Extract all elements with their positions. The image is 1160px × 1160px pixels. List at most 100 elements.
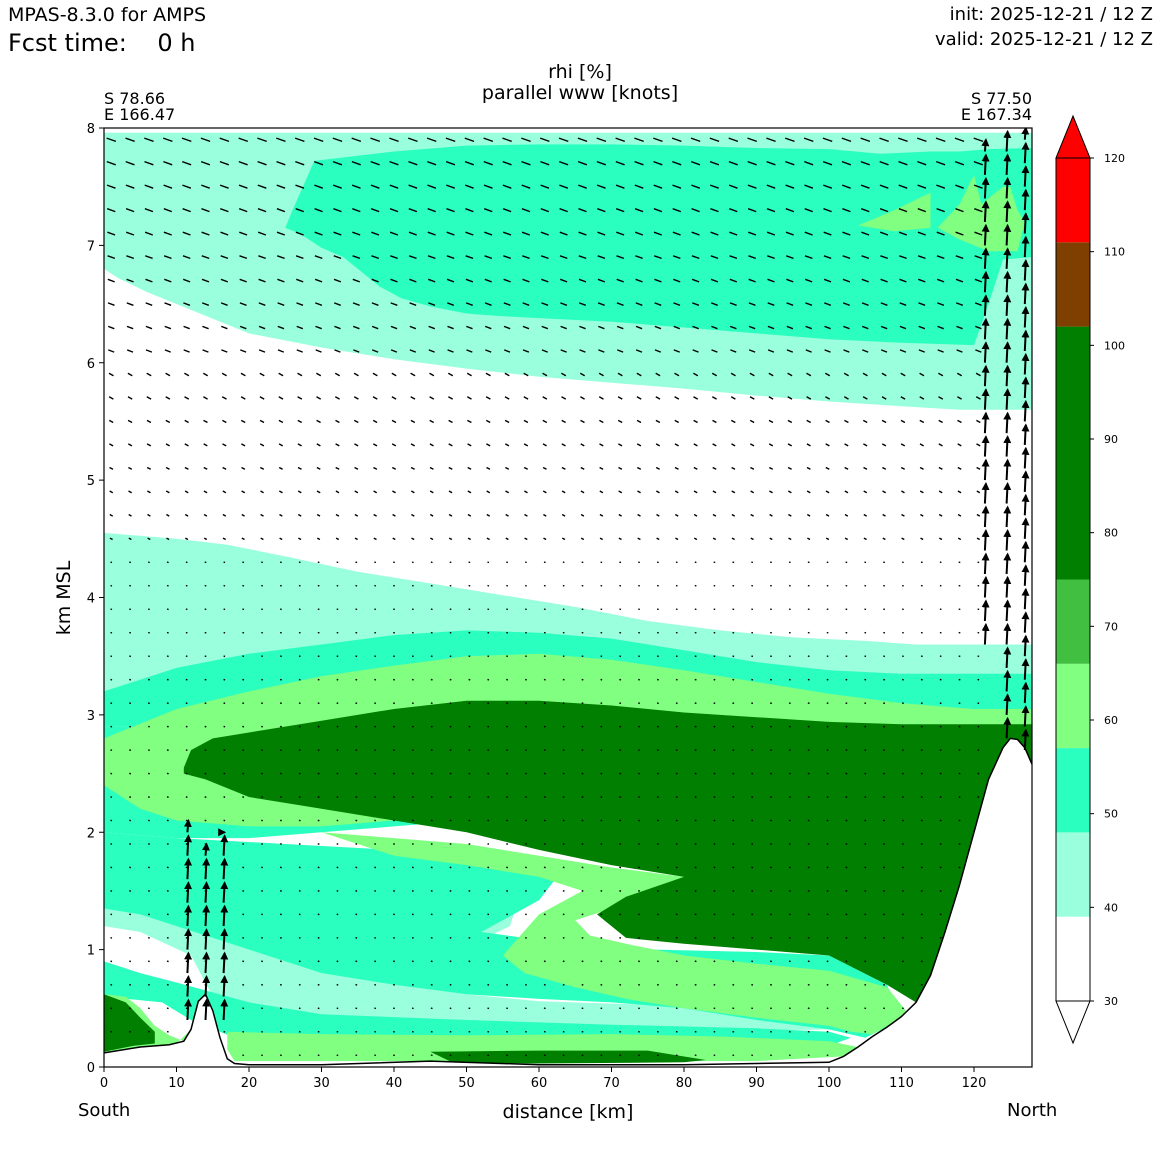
wind-vector (278, 419, 284, 424)
wind-vector (823, 184, 833, 189)
wind-vector (637, 490, 641, 494)
wind-vector (787, 372, 793, 377)
colorbar-band (1056, 748, 1090, 833)
wind-vector (958, 678, 961, 681)
wind-vector (317, 890, 320, 892)
wind-vector (713, 866, 716, 869)
wind-vector (502, 137, 512, 143)
wind-vector (654, 302, 662, 306)
wind-vector (883, 608, 886, 611)
wind-vector (674, 443, 679, 447)
wind-vector (181, 160, 192, 166)
wind-vector (807, 678, 810, 681)
wind-vector (600, 983, 603, 986)
wind-vector (845, 702, 848, 705)
wind-vector (864, 960, 867, 963)
colorbar-tick-label: 110 (1104, 246, 1125, 259)
wind-vector (917, 208, 927, 213)
wind-vector (655, 443, 661, 447)
wind-vector (747, 184, 757, 189)
wind-vector (355, 890, 358, 892)
wind-vector (391, 372, 397, 377)
wind-vector (219, 184, 229, 189)
wind-vector (392, 1054, 396, 1057)
wind-vector (279, 678, 282, 681)
wind-vector (581, 608, 584, 611)
wind-vector (901, 960, 904, 963)
updraft-vector-4 (1003, 388, 1012, 410)
wind-vector (787, 396, 793, 400)
wind-vector (615, 160, 625, 166)
wind-vector (579, 349, 586, 353)
wind-vector (297, 419, 303, 424)
wind-vector (788, 608, 791, 611)
wind-vector (578, 278, 587, 283)
wind-vector (807, 584, 810, 587)
updraft-vector-0 (184, 834, 193, 856)
wind-vector (261, 960, 264, 963)
wind-vector (370, 160, 380, 166)
wind-vector (371, 231, 380, 236)
wind-vector (899, 302, 907, 306)
wind-vector (635, 325, 643, 330)
wind-vector (374, 702, 377, 705)
wind-vector (352, 325, 360, 330)
wind-vector (410, 490, 415, 494)
wind-vector (597, 208, 606, 213)
wind-vector (163, 208, 173, 213)
wind-vector (145, 349, 153, 353)
wind-vector (144, 208, 154, 213)
wind-vector (675, 608, 678, 611)
wind-vector (806, 419, 812, 424)
wind-vector (939, 584, 942, 587)
wind-vector (804, 278, 813, 283)
wind-vector (373, 537, 377, 541)
wind-vector (182, 184, 192, 189)
wind-vector (616, 325, 624, 330)
wind-vector (407, 137, 418, 143)
wind-vector (712, 443, 717, 447)
wind-vector (374, 584, 377, 587)
wind-vector (317, 983, 320, 986)
wind-vector (146, 396, 152, 400)
wind-vector (581, 796, 584, 798)
wind-vector (654, 349, 662, 353)
wind-vector (861, 325, 869, 330)
wind-vector (298, 1054, 301, 1057)
wind-vector (410, 372, 416, 377)
wind-vector (129, 584, 132, 587)
wind-vector (524, 513, 528, 517)
wind-vector (298, 890, 301, 892)
updraft-vector-4 (1003, 317, 1012, 340)
chart-subtitle: parallel www [knots] (481, 82, 679, 104)
wind-vector (578, 231, 587, 236)
wind-vector (506, 960, 509, 963)
wind-vector (672, 184, 682, 189)
wind-vector (653, 255, 662, 260)
wind-vector (543, 513, 547, 517)
wind-vector (204, 678, 207, 681)
wind-vector (675, 890, 678, 892)
wind-vector (728, 137, 739, 143)
updraft-vector-4 (1003, 364, 1012, 387)
wind-vector (468, 960, 471, 963)
wind-vector (502, 231, 512, 236)
wind-vector (242, 796, 245, 798)
wind-vector (656, 678, 659, 681)
wind-vector (728, 184, 738, 189)
y-tick-label: 5 (87, 474, 95, 489)
wind-vector (355, 1054, 358, 1057)
wind-vector (163, 160, 173, 166)
wind-vector (617, 349, 624, 353)
wind-vector (543, 890, 546, 892)
wind-vector (977, 796, 980, 798)
wind-vector (240, 419, 246, 424)
wind-vector (751, 796, 754, 798)
wind-vector (559, 208, 568, 213)
wind-vector (600, 772, 603, 775)
wind-vector (241, 443, 246, 447)
wind-vector (351, 184, 361, 189)
wind-vector (732, 608, 735, 611)
wind-vector (485, 396, 491, 400)
